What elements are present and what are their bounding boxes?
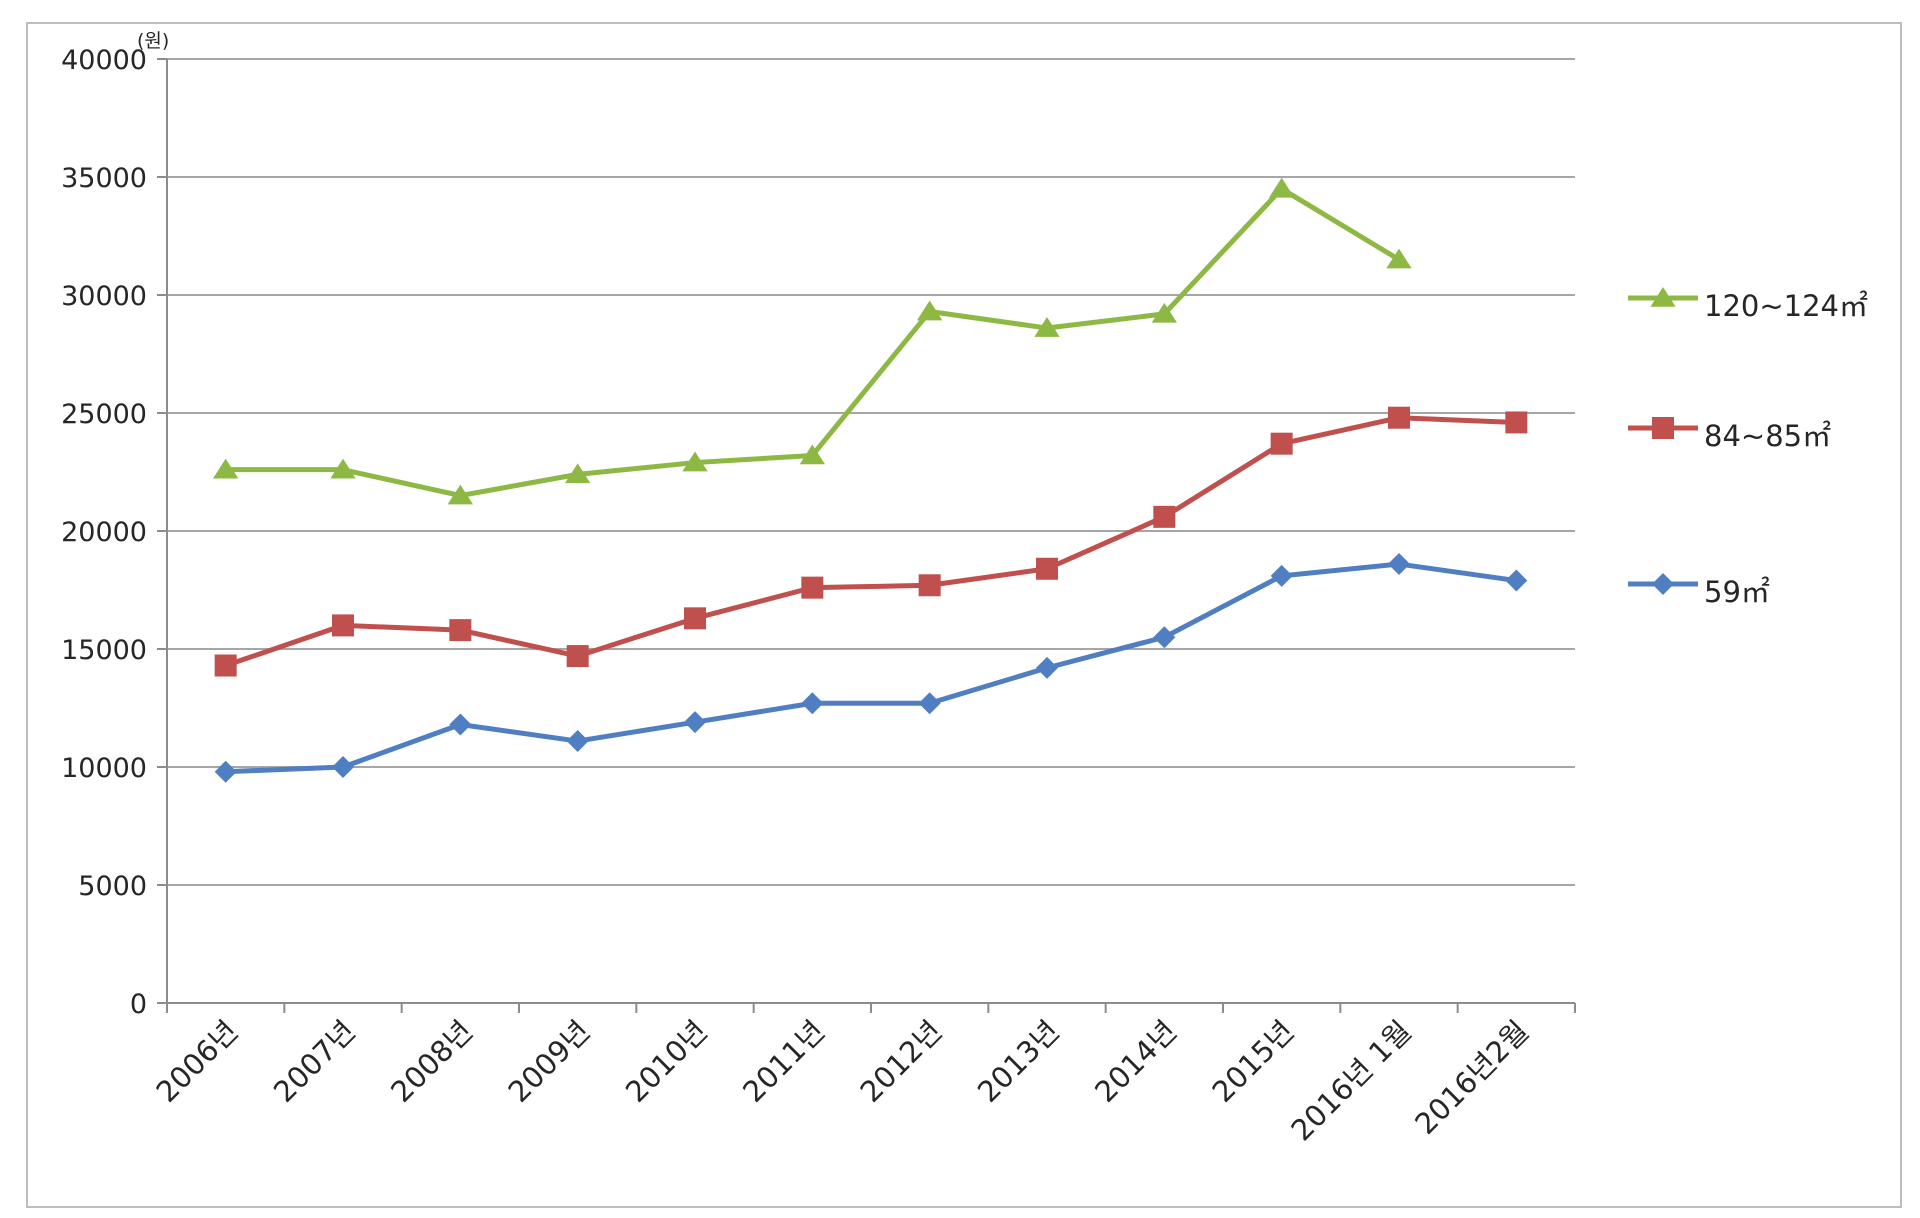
data-point-marker bbox=[1652, 417, 1674, 439]
y-tick-label: 35000 bbox=[61, 163, 147, 194]
data-point-marker bbox=[1505, 411, 1528, 434]
y-tick-label: 5000 bbox=[78, 871, 147, 902]
series-line bbox=[225, 561, 1517, 775]
chart-frame bbox=[26, 22, 1902, 1208]
y-tick-label: 0 bbox=[130, 989, 147, 1020]
legend-entry: 84~85㎡ bbox=[1628, 417, 1831, 453]
series-3 bbox=[214, 553, 1528, 783]
data-point-marker bbox=[684, 607, 706, 630]
legend-label: 84~85㎡ bbox=[1704, 419, 1831, 453]
data-point-marker bbox=[1034, 317, 1060, 337]
x-tick-label: 2014년 bbox=[1088, 1014, 1183, 1109]
data-point-marker bbox=[682, 451, 708, 472]
data-point-marker bbox=[447, 484, 473, 505]
data-point-marker bbox=[801, 692, 824, 715]
data-point-marker bbox=[566, 730, 589, 753]
legend-entry: 59㎡ bbox=[1628, 573, 1770, 609]
gridlines bbox=[167, 58, 1575, 886]
data-point-marker bbox=[801, 576, 824, 599]
data-point-marker bbox=[1036, 557, 1058, 580]
x-tick-label: 2007년 bbox=[267, 1014, 362, 1109]
data-point-marker bbox=[1269, 177, 1295, 198]
unit-label: (원) bbox=[137, 30, 169, 52]
y-tick-label: 40000 bbox=[61, 45, 147, 76]
data-point-marker bbox=[684, 711, 706, 734]
x-tick-label: 2011년 bbox=[736, 1014, 831, 1109]
x-tick-label: 2016년2월 bbox=[1408, 1014, 1535, 1141]
data-point-marker bbox=[449, 619, 472, 642]
x-tick-label: 2006년 bbox=[150, 1014, 245, 1109]
data-point-marker bbox=[1388, 553, 1410, 576]
legend: 120~124㎡ 84~85㎡ 59㎡ bbox=[1628, 287, 1868, 609]
x-tick-label: 2015년 bbox=[1206, 1014, 1301, 1109]
x-tick-label: 2010년 bbox=[619, 1014, 714, 1109]
series-line bbox=[224, 415, 1517, 668]
data-point-marker bbox=[1036, 656, 1058, 679]
y-tick-label: 25000 bbox=[61, 399, 147, 430]
series-1 bbox=[213, 177, 1412, 505]
data-point-marker bbox=[1505, 569, 1528, 592]
data-point-marker bbox=[1650, 287, 1676, 307]
x-tick-label: 2008년 bbox=[384, 1014, 479, 1109]
data-point-marker bbox=[214, 760, 237, 783]
data-point-marker bbox=[1386, 248, 1412, 269]
data-point-marker bbox=[213, 458, 239, 479]
data-point-marker bbox=[917, 300, 943, 321]
legend-label: 59㎡ bbox=[1704, 575, 1770, 609]
legend-label: 120~124㎡ bbox=[1704, 289, 1868, 323]
axes bbox=[157, 58, 1576, 1013]
data-point-marker bbox=[332, 614, 354, 637]
data-point-marker bbox=[565, 463, 591, 484]
data-point-marker bbox=[1270, 432, 1293, 455]
data-point-marker bbox=[566, 645, 589, 668]
y-tick-label: 15000 bbox=[61, 635, 147, 666]
data-point-marker bbox=[1270, 564, 1293, 587]
series-group bbox=[213, 177, 1528, 783]
x-tick-label: 2012년 bbox=[854, 1014, 949, 1109]
x-tick-label: 2016년 1월 bbox=[1284, 1014, 1418, 1148]
data-point-marker bbox=[1652, 573, 1674, 595]
data-point-marker bbox=[330, 458, 356, 479]
data-point-marker bbox=[1388, 406, 1410, 429]
data-point-marker bbox=[1153, 626, 1176, 649]
y-tick-label: 10000 bbox=[61, 753, 147, 784]
data-point-marker bbox=[918, 574, 941, 597]
y-tick-label: 30000 bbox=[61, 281, 147, 312]
data-point-marker bbox=[332, 756, 354, 778]
data-point-marker bbox=[918, 692, 941, 715]
data-point-marker bbox=[1153, 505, 1176, 528]
series-2 bbox=[214, 406, 1528, 677]
y-tick-label: 20000 bbox=[61, 517, 147, 548]
x-tick-label: 2013년 bbox=[971, 1014, 1066, 1109]
x-tick-labels: 2006년 2007년 2008년 2009년 2010년 2011년 2012년 2013년… bbox=[150, 1014, 1536, 1148]
data-point-marker bbox=[214, 654, 237, 677]
data-point-marker bbox=[449, 713, 472, 736]
data-point-marker bbox=[1151, 302, 1177, 323]
legend-entry: 120~124㎡ bbox=[1628, 287, 1868, 323]
x-tick-label: 2009년 bbox=[502, 1014, 597, 1109]
data-point-marker bbox=[799, 444, 825, 465]
y-tick-labels: 0 5000 10000 15000 20000 25000 30000 35000 40000 bbox=[61, 45, 147, 1020]
